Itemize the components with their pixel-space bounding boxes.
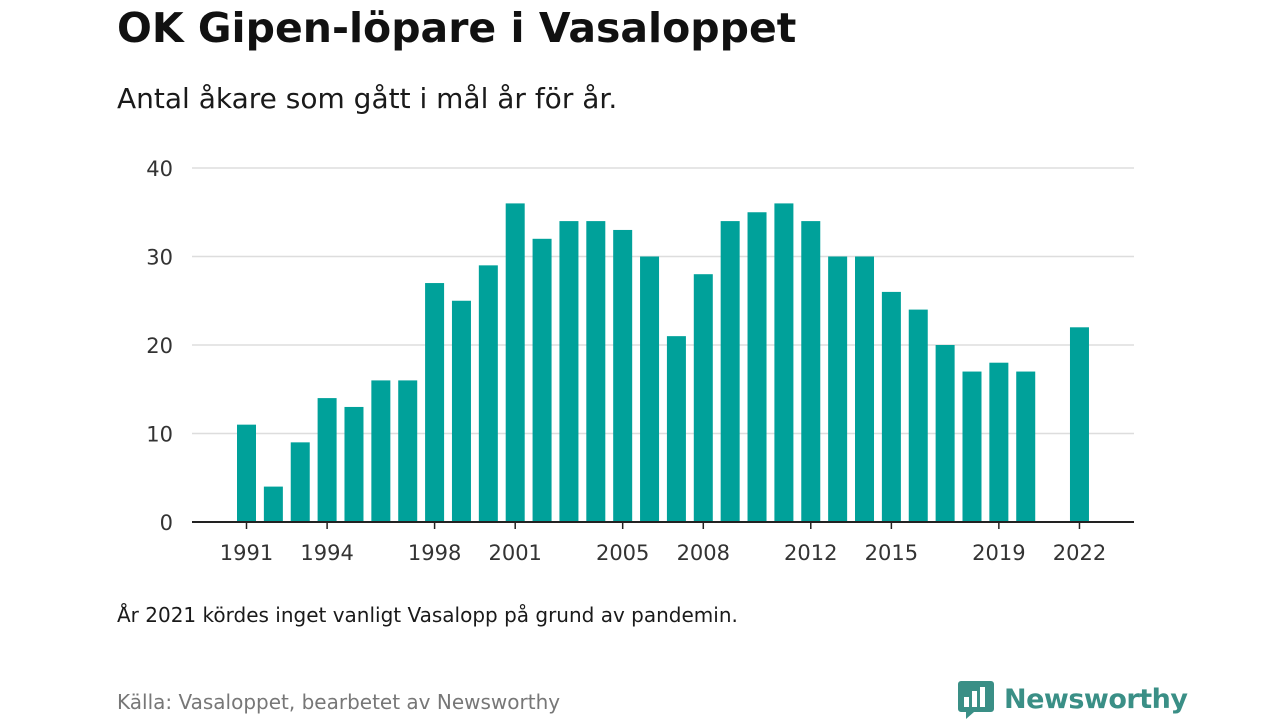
bar [532,238,552,523]
y-tick-label: 40 [146,157,173,181]
newsworthy-logo-icon [958,681,994,719]
axes: 0 10 20 30 40 1991 1994 1998 2001 2005 2008 2012 201… [146,157,1134,565]
bar [290,442,310,522]
bar [801,221,821,522]
bar [640,256,660,522]
bar [962,371,982,522]
bar [613,229,633,522]
bar [747,212,767,522]
chart-note: År 2021 kördes inget vanligt Vasalopp på… [117,603,738,627]
bar [666,336,686,522]
x-tick-label: 2008 [677,541,730,565]
bar [908,309,928,522]
x-tick-label: 2012 [784,541,837,565]
y-tick-label: 30 [146,246,173,270]
bar [425,283,445,522]
y-tick-label: 20 [146,334,173,358]
chart-title: OK Gipen-löpare i Vasaloppet [117,4,797,52]
bar [237,424,256,522]
x-tick-label: 2022 [1053,541,1106,565]
bar [881,291,901,522]
bar [586,221,606,522]
bar [1069,327,1089,522]
bar [263,486,283,522]
bar [344,406,364,522]
x-tick-label: 2001 [488,541,541,565]
source-credit: Källa: Vasaloppet, bearbetet av Newswort… [117,690,561,714]
x-tick-label: 2019 [972,541,1025,565]
bar [451,300,471,522]
bar [720,221,740,522]
bar [317,398,337,522]
bar [774,203,794,522]
bar [828,256,848,522]
bar [559,221,579,522]
y-tick-label: 0 [160,511,173,535]
x-tick-label: 1991 [220,541,273,565]
bar [935,345,955,522]
chart-subtitle: Antal åkare som gått i mål år för år. [117,82,618,115]
x-tick-label: 1998 [408,541,461,565]
x-tick-label: 2015 [865,541,918,565]
bars [237,203,1089,523]
bar [505,203,525,522]
bar [1016,371,1036,522]
x-tick-label: 2005 [596,541,649,565]
bar [855,256,875,522]
bar [693,274,713,522]
bar [371,380,391,522]
x-tick-label: 1994 [300,541,353,565]
y-tick-label: 10 [146,423,173,447]
bar [478,265,498,522]
brand-name: Newsworthy [1004,683,1188,715]
bar [398,380,418,522]
brand-logo: Newsworthy [958,678,1188,720]
bar [989,362,1009,522]
